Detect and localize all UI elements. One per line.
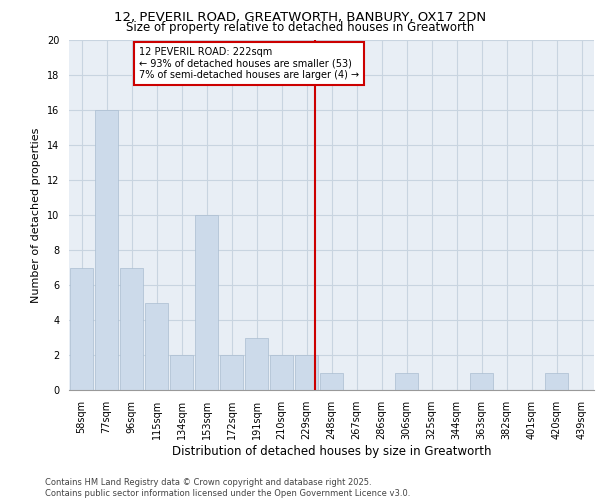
Bar bbox=[320, 372, 343, 390]
Bar bbox=[295, 355, 319, 390]
Bar bbox=[269, 355, 293, 390]
Bar bbox=[95, 110, 118, 390]
Bar bbox=[170, 355, 193, 390]
Bar bbox=[245, 338, 268, 390]
Bar bbox=[220, 355, 244, 390]
Bar bbox=[145, 302, 169, 390]
Text: Size of property relative to detached houses in Greatworth: Size of property relative to detached ho… bbox=[126, 21, 474, 34]
Bar bbox=[545, 372, 568, 390]
Bar bbox=[119, 268, 143, 390]
Bar bbox=[194, 215, 218, 390]
X-axis label: Distribution of detached houses by size in Greatworth: Distribution of detached houses by size … bbox=[172, 444, 491, 458]
Y-axis label: Number of detached properties: Number of detached properties bbox=[31, 128, 41, 302]
Bar bbox=[70, 268, 94, 390]
Text: Contains HM Land Registry data © Crown copyright and database right 2025.
Contai: Contains HM Land Registry data © Crown c… bbox=[45, 478, 410, 498]
Text: 12, PEVERIL ROAD, GREATWORTH, BANBURY, OX17 2DN: 12, PEVERIL ROAD, GREATWORTH, BANBURY, O… bbox=[114, 11, 486, 24]
Text: 12 PEVERIL ROAD: 222sqm
← 93% of detached houses are smaller (53)
7% of semi-det: 12 PEVERIL ROAD: 222sqm ← 93% of detache… bbox=[139, 47, 359, 80]
Bar bbox=[395, 372, 418, 390]
Bar bbox=[470, 372, 493, 390]
